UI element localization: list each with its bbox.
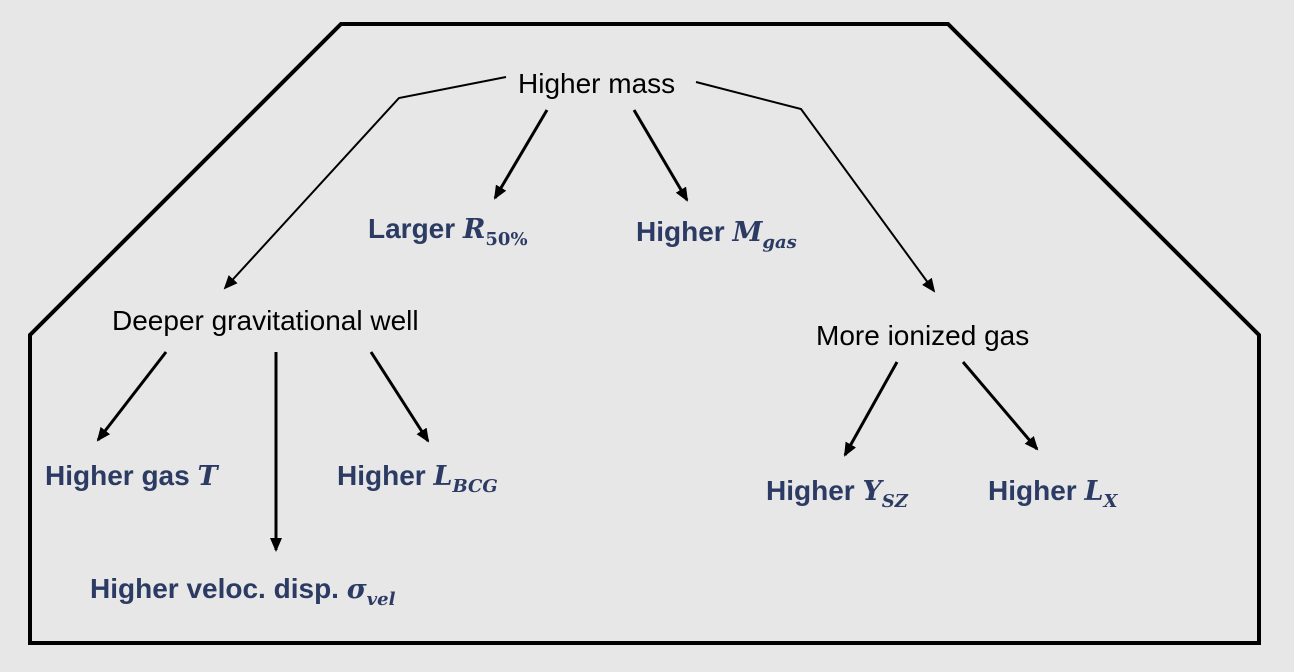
node-higher-veloc-disp-prefix: Higher veloc. disp. xyxy=(90,573,347,604)
node-more-ionized-gas: More ionized gas xyxy=(816,322,1029,350)
node-larger-r50-subscript: 50% xyxy=(485,229,528,250)
node-more-ionized-gas-label: More ionized gas xyxy=(816,320,1030,351)
node-higher-mgas-subscript: gas xyxy=(762,232,797,253)
node-higher-lx-subscript: X xyxy=(1103,491,1118,512)
edge-mass-to-r50 xyxy=(493,109,549,200)
node-higher-ysz-prefix: Higher xyxy=(766,475,863,506)
edge-mass-to-ionized-gas xyxy=(695,81,936,293)
edge-gas-to-lx xyxy=(961,361,1039,451)
node-higher-ysz-subscript: SZ xyxy=(881,491,908,512)
node-larger-r50: Larger R50% xyxy=(368,213,528,249)
node-higher-gas-t-prefix: Higher gas xyxy=(45,460,198,491)
node-higher-lbcg: Higher LBCG xyxy=(337,460,498,496)
node-higher-veloc-disp: Higher veloc. disp. σvel xyxy=(90,573,395,609)
edge-mass-to-well xyxy=(223,76,507,290)
node-higher-veloc-disp-subscript: vel xyxy=(366,589,396,610)
node-higher-mass: Higher mass xyxy=(518,70,675,98)
edge-well-to-gas-t xyxy=(96,351,168,442)
node-higher-lx-prefix: Higher xyxy=(988,475,1085,506)
node-higher-gas-t: Higher gas T xyxy=(45,460,218,492)
node-higher-mgas-prefix: Higher xyxy=(636,216,733,247)
node-larger-r50-symbol: R xyxy=(462,214,486,245)
node-higher-lbcg-prefix: Higher xyxy=(337,460,434,491)
node-higher-mgas: Higher Mgas xyxy=(636,216,797,252)
node-larger-r50-prefix: Larger xyxy=(368,213,463,244)
node-higher-lx-symbol: L xyxy=(1084,476,1104,507)
node-higher-lbcg-symbol: L xyxy=(433,461,453,492)
node-deeper-gravitational-well-label: Deeper gravitational well xyxy=(112,305,419,336)
edge-gas-to-ysz xyxy=(843,361,899,457)
node-higher-mass-label: Higher mass xyxy=(518,68,676,99)
node-higher-ysz: Higher YSZ xyxy=(766,475,908,511)
node-deeper-gravitational-well: Deeper gravitational well xyxy=(112,307,419,335)
node-higher-veloc-disp-symbol: σ xyxy=(346,574,367,605)
edge-mass-to-mgas xyxy=(632,109,689,202)
node-higher-lx: Higher LX xyxy=(988,475,1117,511)
node-higher-lbcg-subscript: BCG xyxy=(452,476,498,497)
node-higher-mgas-symbol: M xyxy=(732,217,763,248)
node-higher-ysz-symbol: Y xyxy=(862,476,882,507)
enclosing-outline xyxy=(28,22,1261,645)
edge-well-to-lbcg xyxy=(369,351,430,443)
node-higher-gas-t-symbol: T xyxy=(197,461,218,492)
